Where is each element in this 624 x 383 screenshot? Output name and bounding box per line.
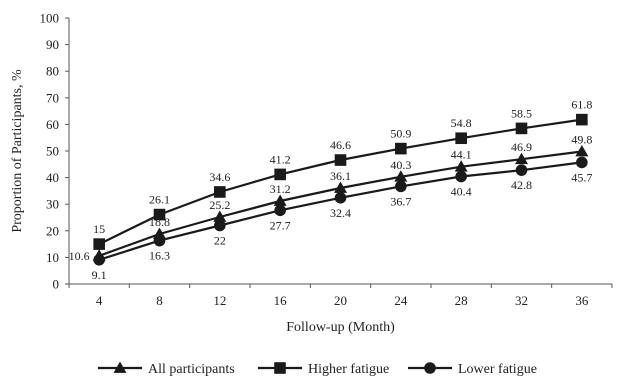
data-label: 36.7 xyxy=(390,194,411,208)
square-marker xyxy=(455,132,467,145)
y-tick-label: 50 xyxy=(46,144,59,159)
square-marker xyxy=(153,208,166,221)
x-tick-label: 28 xyxy=(455,293,468,308)
data-label: 40.3 xyxy=(390,158,411,172)
square-marker xyxy=(214,186,226,198)
circle-marker xyxy=(576,156,588,169)
data-label: 50.9 xyxy=(390,127,411,141)
data-label: 9.1 xyxy=(92,268,107,282)
square-marker-legend xyxy=(274,362,286,374)
data-label: 16.3 xyxy=(149,249,170,263)
triangle-marker xyxy=(394,170,408,182)
square-marker xyxy=(576,113,588,126)
data-label: 45.7 xyxy=(571,170,592,184)
square-marker xyxy=(274,168,286,181)
circle-marker xyxy=(93,253,105,266)
data-label: 46.9 xyxy=(511,140,532,154)
triangle-marker xyxy=(515,152,528,165)
circle-marker xyxy=(274,204,286,217)
data-label: 10.6 xyxy=(69,249,90,263)
data-label: 46.6 xyxy=(330,138,351,152)
circle-marker xyxy=(455,170,467,183)
triangle-marker xyxy=(454,160,468,172)
legend-label: All participants xyxy=(148,362,235,377)
triangle-marker xyxy=(273,194,287,206)
x-tick-label: 36 xyxy=(575,293,589,308)
data-labels: 10.6 18.8 25.2 31.2 36.1 40.3 44.1 46.9 49.8 15 26… xyxy=(69,98,593,282)
triangle-marker xyxy=(334,181,347,193)
square-marker xyxy=(395,142,407,155)
data-label: 27.7 xyxy=(270,218,291,232)
y-tick-label: 10 xyxy=(46,250,59,265)
x-tick-label: 20 xyxy=(334,293,347,308)
legend: All participants Higher fatigue Lower fati… xyxy=(98,361,537,377)
circle-marker xyxy=(214,219,226,232)
y-tick-label: 80 xyxy=(46,64,59,79)
series-line-triangle xyxy=(98,150,582,257)
y-tick-label: 20 xyxy=(46,223,59,238)
circle-marker xyxy=(515,164,528,176)
circle-marker xyxy=(395,180,407,193)
data-label: 58.5 xyxy=(511,106,532,120)
data-label: 42.8 xyxy=(511,178,532,192)
y-tick-label: 0 xyxy=(53,277,60,292)
data-label: 54.8 xyxy=(451,116,472,130)
series-markers xyxy=(92,113,589,266)
circle-marker xyxy=(334,192,347,204)
x-tick-label: 24 xyxy=(394,293,408,308)
data-label: 31.2 xyxy=(270,182,291,196)
data-label: 22 xyxy=(214,233,226,247)
square-marker xyxy=(334,154,347,166)
square-marker xyxy=(515,122,528,135)
x-tick-labels: 4 8 12 16 20 24 28 32 36 xyxy=(96,293,589,308)
x-tick-label: 8 xyxy=(156,293,163,308)
data-label: 32.4 xyxy=(330,206,351,220)
legend-label: Higher fatigue xyxy=(308,362,389,377)
data-label: 41.2 xyxy=(270,152,291,166)
x-axis-title: Follow-up (Month) xyxy=(286,320,395,335)
y-tick-labels: 0 10 20 30 40 50 60 70 80 90 100 xyxy=(40,11,60,292)
axes xyxy=(65,17,613,288)
y-tick-label: 100 xyxy=(40,11,60,26)
data-label: 40.4 xyxy=(451,185,472,199)
circle-marker xyxy=(153,234,166,247)
data-label: 34.6 xyxy=(209,170,230,184)
data-label: 25.2 xyxy=(209,198,230,212)
data-label: 15 xyxy=(93,222,105,236)
y-tick-label: 30 xyxy=(46,197,59,212)
legend-label: Lower fatigue xyxy=(458,362,537,377)
data-label: 44.1 xyxy=(451,148,472,162)
data-label: 18.8 xyxy=(149,215,170,229)
square-marker xyxy=(93,238,105,250)
x-tick-label: 12 xyxy=(213,293,226,308)
x-tick-label: 32 xyxy=(515,293,528,308)
y-tick-label: 40 xyxy=(46,170,59,185)
y-tick-label: 60 xyxy=(46,117,59,132)
y-axis-title: Proportion of Participants, % xyxy=(10,69,25,233)
data-label: 26.1 xyxy=(149,193,170,207)
triangle-marker xyxy=(575,145,589,157)
data-label: 49.8 xyxy=(571,133,592,147)
y-tick-label: 90 xyxy=(46,37,59,52)
circle-marker-legend xyxy=(424,362,436,374)
triangle-marker xyxy=(213,210,227,222)
triangle-marker-legend xyxy=(113,361,127,373)
x-tick-label: 16 xyxy=(274,293,288,308)
y-tick-label: 70 xyxy=(46,90,59,105)
data-label: 61.8 xyxy=(571,98,592,112)
x-tick-label: 4 xyxy=(96,293,103,308)
data-label: 36.1 xyxy=(330,169,351,183)
